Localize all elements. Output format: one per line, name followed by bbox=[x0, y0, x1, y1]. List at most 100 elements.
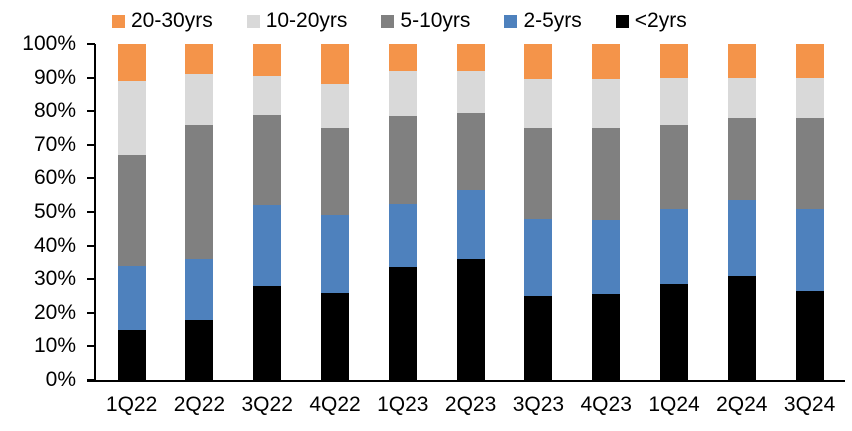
y-tick-mark-50 bbox=[87, 211, 95, 213]
bar-segment-3q24-10-20yrs bbox=[795, 77, 824, 118]
bar-segment-3q22-20-30yrs bbox=[253, 44, 282, 76]
x-tick-label-1q22: 1Q22 bbox=[105, 393, 158, 416]
x-tick-label-3q24: 3Q24 bbox=[783, 393, 836, 416]
bar-segment-3q22-10-20yrs bbox=[253, 75, 282, 115]
y-tick-label-40: 40% bbox=[33, 233, 76, 257]
bar-segment-4q23-2-5yrs bbox=[592, 220, 621, 295]
y-tick-label-30: 30% bbox=[33, 267, 76, 291]
bar-segment-3q22-5-10yrs bbox=[253, 114, 282, 206]
bar-segment-1q23-20-30yrs bbox=[388, 44, 417, 71]
bar-segment-3q24-2yrs bbox=[795, 290, 824, 380]
bar-segment-1q24-10-20yrs bbox=[660, 77, 688, 125]
bar-segment-3q23-5-10yrs bbox=[524, 128, 553, 219]
legend-label-5-10yrs: 5-10yrs bbox=[400, 9, 471, 32]
bar-segment-3q22-2yrs bbox=[253, 285, 282, 380]
bar-segment-1q22-2yrs bbox=[117, 329, 146, 380]
y-tick-mark-100 bbox=[87, 43, 95, 45]
bar-segment-1q22-20-30yrs bbox=[117, 44, 146, 81]
y-tick-mark-20 bbox=[87, 311, 95, 314]
y-tick-label-100: 100% bbox=[22, 32, 76, 55]
legend-swatch-20-30yrs bbox=[112, 14, 125, 28]
bar-segment-1q24-20-30yrs bbox=[660, 44, 688, 78]
bar-segment-2q22-2yrs bbox=[185, 319, 214, 380]
legend-swatch-2-5yrs bbox=[504, 14, 518, 28]
legend-item-2yrs: <2yrs bbox=[615, 9, 687, 33]
x-tick-label-2q24: 2Q24 bbox=[716, 393, 768, 416]
legend-label-2yrs: <2yrs bbox=[634, 9, 687, 32]
legend-swatch-2yrs bbox=[615, 14, 629, 28]
y-tick-mark-40 bbox=[87, 244, 95, 247]
y-tick-label-80: 80% bbox=[33, 99, 76, 123]
bar-segment-4q22-2-5yrs bbox=[321, 215, 349, 293]
bar-segment-2q23-5-10yrs bbox=[456, 112, 485, 191]
y-tick-mark-90 bbox=[87, 76, 95, 79]
y-tick-label-90: 90% bbox=[33, 65, 76, 89]
bar-segment-2q23-20-30yrs bbox=[456, 44, 485, 71]
bar-segment-2q24-10-20yrs bbox=[727, 77, 756, 118]
bar-segment-3q24-2-5yrs bbox=[795, 208, 824, 291]
bar-segment-3q24-5-10yrs bbox=[795, 117, 824, 209]
legend-item-20-30yrs: 20-30yrs bbox=[112, 9, 213, 33]
bar-segment-4q22-10-20yrs bbox=[321, 84, 349, 128]
x-tick-label-2q23: 2Q23 bbox=[444, 393, 497, 416]
legend-label-2-5yrs: 2-5yrs bbox=[523, 9, 582, 32]
y-tick-mark-30 bbox=[87, 278, 95, 281]
x-tick-label-3q23: 3Q23 bbox=[512, 393, 565, 416]
y-tick-mark-10 bbox=[87, 345, 95, 348]
y-axis-line bbox=[94, 44, 96, 382]
bar-segment-3q23-10-20yrs bbox=[524, 79, 553, 128]
bar-segment-3q23-2-5yrs bbox=[524, 218, 553, 296]
bar-segment-4q22-20-30yrs bbox=[321, 44, 349, 85]
bar-segment-4q23-20-30yrs bbox=[592, 44, 621, 80]
bar-segment-2q24-20-30yrs bbox=[727, 44, 756, 78]
legend-label-10-20yrs: 10-20yrs bbox=[265, 9, 348, 32]
bar-segment-2q22-5-10yrs bbox=[185, 124, 214, 260]
bar-segment-1q23-2-5yrs bbox=[388, 203, 417, 268]
bar-segment-1q23-10-20yrs bbox=[388, 70, 417, 117]
bar-segment-2q23-2yrs bbox=[456, 259, 485, 380]
bar-segment-2q23-2-5yrs bbox=[456, 190, 485, 260]
y-tick-label-20: 20% bbox=[33, 300, 76, 324]
x-tick-label-4q23: 4Q23 bbox=[580, 393, 632, 416]
legend-item-2-5yrs: 2-5yrs bbox=[504, 9, 582, 33]
legend-item-5-10yrs: 5-10yrs bbox=[381, 9, 470, 33]
bar-segment-1q24-5-10yrs bbox=[660, 124, 688, 209]
y-tick-mark-70 bbox=[87, 143, 95, 146]
bar-segment-1q22-10-20yrs bbox=[117, 80, 146, 155]
bar-segment-3q23-20-30yrs bbox=[524, 44, 553, 80]
bar-segment-2q24-5-10yrs bbox=[727, 117, 756, 201]
y-tick-label-10: 10% bbox=[33, 334, 76, 358]
y-tick-label-0: 0% bbox=[45, 368, 76, 391]
bar-segment-2q24-2yrs bbox=[727, 275, 756, 380]
bar-segment-2q22-10-20yrs bbox=[185, 74, 214, 125]
y-tick-label-60: 60% bbox=[33, 166, 76, 190]
y-tick-mark-60 bbox=[87, 177, 95, 180]
bar-segment-2q23-10-20yrs bbox=[456, 70, 485, 113]
y-tick-mark-0 bbox=[87, 379, 95, 381]
legend-item-10-20yrs: 10-20yrs bbox=[246, 9, 348, 33]
chart-legend: 20-30yrs 10-20yrs 5-10yrs 2-5yrs <2yrs bbox=[112, 8, 687, 34]
x-axis-line bbox=[87, 380, 845, 382]
legend-swatch-10-20yrs bbox=[246, 14, 260, 28]
bar-segment-1q22-2-5yrs bbox=[117, 265, 146, 330]
bar-segment-4q23-5-10yrs bbox=[592, 128, 621, 221]
bar-segment-1q24-2-5yrs bbox=[660, 208, 688, 285]
bar-segment-4q23-10-20yrs bbox=[592, 79, 621, 128]
bar-segment-1q24-2yrs bbox=[660, 284, 688, 380]
bar-segment-3q23-2yrs bbox=[524, 296, 553, 380]
bar-segment-2q24-2-5yrs bbox=[727, 200, 756, 276]
y-tick-label-50: 50% bbox=[33, 200, 76, 223]
bar-segment-4q23-2yrs bbox=[592, 294, 621, 380]
bar-segment-1q23-2yrs bbox=[388, 267, 417, 380]
y-tick-mark-80 bbox=[87, 110, 95, 113]
bar-segment-3q24-20-30yrs bbox=[795, 44, 824, 78]
bar-segment-2q22-2-5yrs bbox=[185, 259, 214, 320]
bar-segment-4q22-2yrs bbox=[321, 292, 349, 380]
legend-label-20-30yrs: 20-30yrs bbox=[131, 9, 213, 32]
bar-segment-1q22-5-10yrs bbox=[117, 154, 146, 266]
x-tick-label-1q24: 1Q24 bbox=[648, 393, 700, 416]
bar-segment-2q22-20-30yrs bbox=[185, 44, 214, 75]
bar-segment-4q22-5-10yrs bbox=[321, 128, 349, 216]
x-tick-label-4q22: 4Q22 bbox=[309, 393, 361, 416]
